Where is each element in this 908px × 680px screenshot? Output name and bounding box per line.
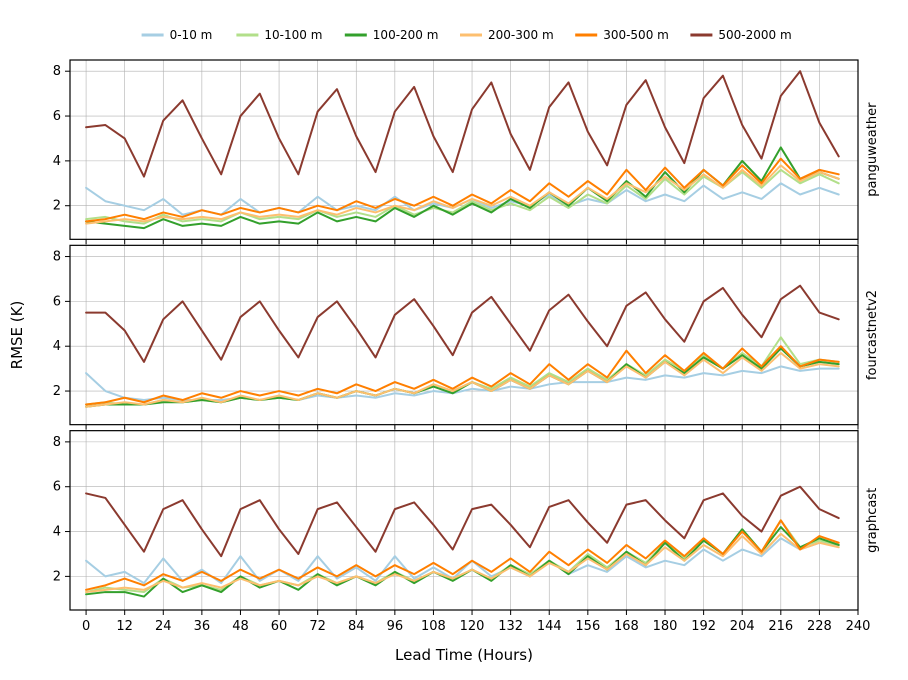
x-tick-label: 216 (768, 619, 793, 634)
y-tick-label: 8 (53, 250, 61, 265)
y-tick-label: 6 (53, 480, 61, 495)
x-tick-label: 180 (653, 619, 678, 634)
x-tick-label: 228 (807, 619, 832, 634)
x-tick-label: 84 (348, 619, 365, 634)
legend-label: 300-500 m (603, 28, 669, 42)
legend-label: 500-2000 m (718, 28, 791, 42)
x-tick-label: 12 (116, 619, 133, 634)
x-tick-label: 48 (232, 619, 249, 634)
x-tick-label: 36 (194, 619, 211, 634)
x-axis-label: Lead Time (Hours) (395, 646, 533, 664)
y-tick-label: 4 (53, 525, 61, 540)
y-tick-label: 8 (53, 435, 61, 450)
y-axis-label: RMSE (K) (8, 301, 26, 370)
x-tick-label: 168 (614, 619, 639, 634)
legend-label: 100-200 m (373, 28, 439, 42)
legend-label: 10-100 m (264, 28, 322, 42)
y-tick-label: 2 (53, 569, 61, 584)
x-tick-label: 204 (730, 619, 755, 634)
x-tick-label: 240 (846, 619, 871, 634)
panel-label: fourcastnetv2 (865, 290, 880, 380)
x-tick-label: 60 (271, 619, 288, 634)
x-tick-label: 24 (155, 619, 172, 634)
panel-label: panguweather (865, 102, 880, 197)
x-tick-label: 96 (387, 619, 404, 634)
y-tick-label: 2 (53, 199, 61, 214)
chart-svg: 0-10 m 10-100 m 100-200 m 200-300 m 300-500 … (0, 0, 908, 680)
y-tick-label: 6 (53, 109, 61, 124)
panel-label: graphcast (865, 488, 880, 553)
x-tick-label: 132 (498, 619, 523, 634)
x-tick-label: 192 (691, 619, 716, 634)
y-tick-label: 8 (53, 64, 61, 79)
x-tick-label: 108 (421, 619, 446, 634)
x-tick-label: 144 (537, 619, 562, 634)
x-tick-label: 72 (309, 619, 326, 634)
x-tick-label: 156 (575, 619, 600, 634)
x-tick-label: 0 (82, 619, 90, 634)
legend-label: 200-300 m (488, 28, 554, 42)
y-tick-label: 4 (53, 339, 61, 354)
chart-figure: 0-10 m 10-100 m 100-200 m 200-300 m 300-500 … (0, 0, 908, 680)
y-tick-label: 2 (53, 384, 61, 399)
x-tick-label: 120 (460, 619, 485, 634)
legend-label: 0-10 m (170, 28, 213, 42)
y-tick-label: 4 (53, 154, 61, 169)
y-tick-label: 6 (53, 294, 61, 309)
